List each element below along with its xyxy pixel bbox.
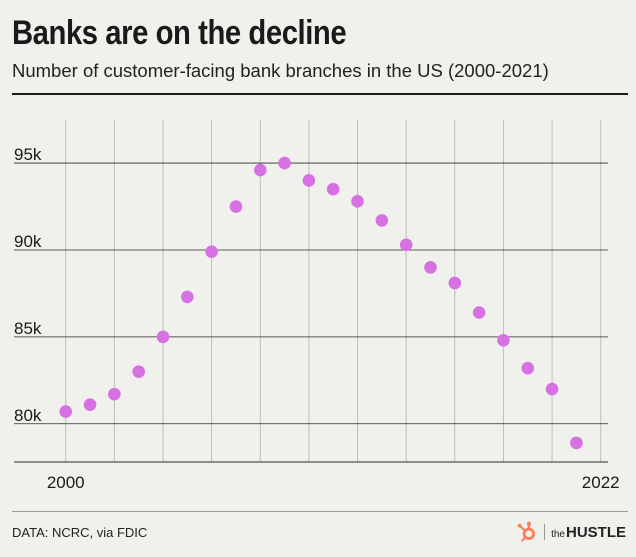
- x-tick-label: 2000: [47, 473, 85, 492]
- data-point: [326, 182, 340, 196]
- y-tick-label: 85k: [14, 319, 42, 338]
- hubspot-sprocket-icon: [517, 521, 536, 542]
- x-tick-labels: 2000 2022: [47, 473, 620, 492]
- data-point: [278, 156, 291, 170]
- data-point: [156, 330, 170, 344]
- data-point: [375, 214, 389, 227]
- data-points: [59, 156, 583, 450]
- chart-title: Banks are on the decline: [12, 14, 347, 52]
- source-note: DATA: NCRC, via FDIC: [12, 525, 148, 540]
- y-tick-label: 80k: [14, 406, 42, 425]
- data-point: [521, 361, 535, 375]
- brand-name: HUSTLE: [566, 523, 626, 541]
- data-point: [132, 365, 145, 378]
- data-point: [108, 387, 121, 401]
- data-point: [399, 238, 413, 252]
- data-point: [351, 195, 364, 208]
- data-point: [302, 174, 316, 187]
- data-point: [181, 290, 194, 304]
- y-tick-label: 90k: [14, 232, 42, 251]
- data-point: [448, 276, 462, 290]
- y-gridlines: [14, 162, 608, 425]
- x-tick-label: 2022: [582, 473, 620, 492]
- data-point: [570, 436, 583, 450]
- data-point: [424, 261, 437, 274]
- brand-wordmark: theHUSTLE: [551, 524, 626, 541]
- brand-separator: [544, 524, 546, 540]
- data-point: [472, 306, 486, 319]
- y-tick-labels: 80k 85k 90k 95k: [14, 145, 42, 425]
- brand-prefix: the: [551, 528, 565, 540]
- y-tick-label: 95k: [14, 145, 42, 164]
- data-point: [253, 163, 267, 177]
- data-point: [83, 398, 97, 411]
- data-point: [545, 382, 559, 396]
- data-point: [59, 405, 73, 418]
- data-point: [497, 334, 510, 347]
- brand-logo: theHUSTLE: [516, 521, 626, 543]
- footer-rule: [12, 511, 628, 512]
- header-rule: [12, 93, 628, 95]
- data-point: [229, 200, 243, 213]
- data-point: [205, 245, 218, 259]
- chart-subtitle: Number of customer-facing bank branches …: [12, 60, 549, 81]
- x-gridlines: [65, 120, 602, 462]
